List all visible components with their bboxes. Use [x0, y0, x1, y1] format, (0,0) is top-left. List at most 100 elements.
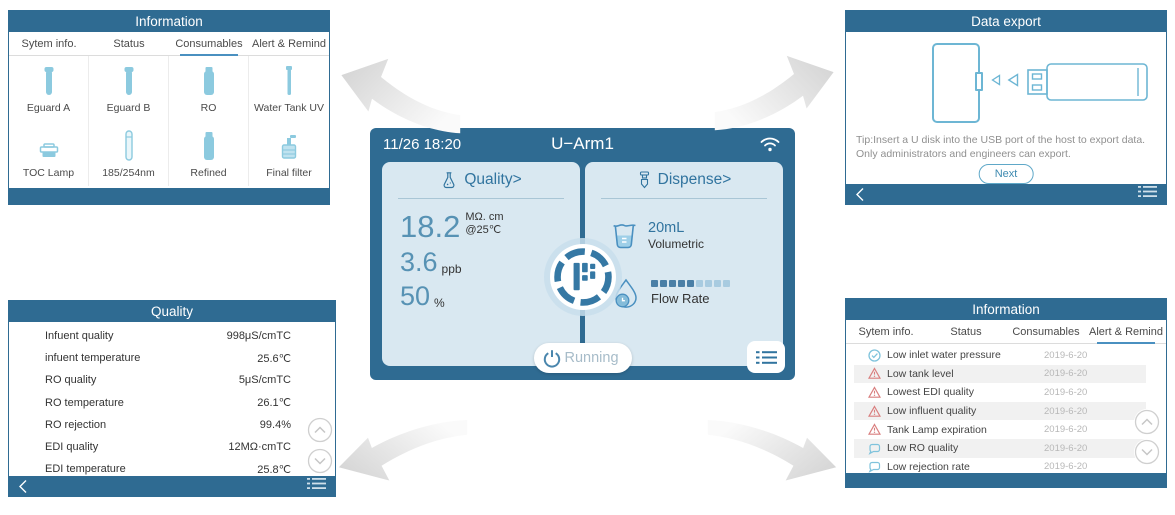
tank-level-row: 50 %: [400, 281, 580, 311]
chevron-up-icon: [307, 417, 333, 443]
cartridge-tube-icon: [9, 61, 88, 99]
chevron-left-icon: [856, 187, 864, 201]
lamp-icon: [9, 126, 88, 164]
alert-row[interactable]: Low rejection rate 2019-6-20: [854, 458, 1146, 477]
consumables-grid: Eguard A Eguard B RO Water Tank UV: [9, 56, 329, 186]
volumetric-row: 20mL Volumetric: [611, 219, 783, 252]
tab-alert-remind[interactable]: Alert & Remind: [252, 38, 326, 50]
panel-footer-bar: [9, 188, 329, 204]
menu-list-button[interactable]: [747, 341, 785, 373]
usb-port-icon: [975, 72, 983, 91]
alert-row[interactable]: Low RO quality 2019-6-20: [854, 438, 1146, 458]
list-menu-icon: [307, 478, 326, 489]
back-button[interactable]: [18, 479, 28, 494]
scroll-down-button[interactable]: [1134, 439, 1160, 465]
menu-list-button[interactable]: [1138, 185, 1157, 203]
toc-value-row: 3.6 ppb: [400, 249, 580, 277]
consumable-185-254nm[interactable]: 185/254nm: [89, 121, 169, 186]
dispense-volume: 20mL: [648, 220, 685, 236]
running-status-button[interactable]: Running: [533, 343, 632, 373]
alert-row[interactable]: Tank Lamp expiration 2019-6-20: [854, 420, 1146, 439]
consumable-toc-lamp[interactable]: TOC Lamp: [9, 121, 89, 186]
warning-triangle-icon: [868, 367, 881, 380]
export-tip-text: Tip:Insert a U disk into the USB port of…: [856, 134, 1146, 161]
check-circle-icon: [868, 349, 881, 362]
quality-card: Quality> 18.2 MΩ. cm @25℃ 3.6 ppb: [382, 162, 580, 366]
flow-rate-row: Flow Rate: [611, 278, 783, 309]
alert-row[interactable]: Lowest EDI quality 2019-6-20: [854, 383, 1146, 402]
quality-link[interactable]: Quality>: [382, 171, 580, 189]
screen-header: 11/26 18:20 U−Arm1: [370, 128, 795, 162]
tab-alert-remind[interactable]: Alert & Remind: [1086, 320, 1166, 344]
dispense-link[interactable]: Dispense>: [585, 171, 783, 189]
quality-values: 18.2 MΩ. cm @25℃ 3.6 ppb 50 %: [382, 199, 580, 310]
droplet-clock-icon: [615, 278, 637, 308]
tab-status[interactable]: Status: [950, 326, 982, 338]
warning-triangle-icon: [868, 386, 881, 399]
brand-logo: [549, 244, 616, 310]
tab-consumables[interactable]: Consumables: [169, 32, 249, 56]
flow-rate-dot: [678, 280, 685, 287]
panel-title: Information: [846, 299, 1166, 320]
tank-level-value: 50: [400, 281, 431, 311]
quality-row: infuent temperature 25.6℃: [45, 352, 291, 365]
insert-direction-arrows: [991, 73, 1019, 87]
quality-row: EDI quality 12MΩ·cmTC: [45, 441, 291, 454]
tab-status[interactable]: Status: [113, 38, 145, 50]
list-menu-icon: [755, 350, 777, 364]
resistivity-condition: @25℃: [465, 224, 502, 237]
host-device-illustration: [932, 43, 983, 123]
alert-row[interactable]: Low inlet water pressure 2019-6-20: [854, 346, 1146, 365]
tab-system-info[interactable]: Sytem info.: [21, 38, 77, 50]
scroll-buttons: [307, 417, 333, 474]
cartridge-tube-icon: [89, 61, 168, 99]
power-icon: [543, 350, 560, 368]
back-button[interactable]: [855, 187, 865, 202]
alert-list: Low inlet water pressure 2019-6-20 Low t…: [846, 344, 1166, 476]
alert-date: 2019-6-20: [1044, 442, 1088, 454]
tab-bar: Sytem info. Status Consumables Alert & R…: [846, 320, 1166, 344]
consumable-eguard-b[interactable]: Eguard B: [89, 56, 169, 121]
consumable-ro[interactable]: RO: [169, 56, 249, 121]
alert-row[interactable]: Low influent quality 2019-6-20: [854, 401, 1146, 421]
flow-rate-dots: [651, 280, 730, 287]
flow-rate-dot: [705, 280, 712, 287]
chevron-down-icon: [1134, 439, 1160, 465]
tab-system-info[interactable]: Sytem info.: [858, 326, 914, 338]
flow-rate-dot: [696, 280, 703, 287]
tab-consumables[interactable]: Consumables: [1012, 326, 1080, 338]
panel-information-alerts: Information Sytem info. Status Consumabl…: [845, 298, 1167, 488]
consumable-water-tank-uv[interactable]: Water Tank UV: [249, 56, 329, 121]
flow-rate-dot: [687, 280, 694, 287]
divider: [601, 198, 767, 199]
alert-date: 2019-6-20: [1044, 461, 1088, 473]
resistivity-unit: MΩ. cm: [465, 211, 504, 223]
arrow-left-icon: [1007, 73, 1019, 87]
warning-triangle-icon: [868, 404, 881, 418]
device-title: U−Arm1: [551, 134, 614, 153]
flask-icon: [443, 172, 455, 189]
next-button[interactable]: Next: [978, 164, 1034, 184]
consumable-final-filter[interactable]: Final filter: [249, 121, 329, 186]
flow-rate-dot: [714, 280, 721, 287]
scroll-down-button[interactable]: [307, 448, 333, 474]
consumable-refined[interactable]: Refined: [169, 121, 249, 186]
scroll-up-button[interactable]: [1134, 409, 1160, 435]
chevron-up-icon: [1134, 409, 1160, 435]
menu-list-button[interactable]: [307, 477, 326, 495]
usb-drive-illustration: [1026, 61, 1154, 108]
beaker-icon: [613, 224, 636, 249]
tank-level-unit: %: [434, 296, 445, 310]
chevron-left-icon: [19, 479, 27, 493]
scroll-up-button[interactable]: [307, 417, 333, 443]
consumable-eguard-a[interactable]: Eguard A: [9, 56, 89, 121]
alert-row[interactable]: Low tank level 2019-6-20: [854, 364, 1146, 384]
warning-triangle-icon: [868, 423, 881, 436]
list-menu-icon: [1138, 186, 1157, 197]
arrow-to-bottom-right: [707, 419, 837, 481]
alert-date: 2019-6-20: [1044, 386, 1088, 398]
flow-rate-dot: [651, 280, 658, 287]
quality-row: EDI temperature 25.8℃: [45, 463, 291, 476]
panel-information-consumables: Information Sytem info. Status Consumabl…: [8, 10, 330, 205]
